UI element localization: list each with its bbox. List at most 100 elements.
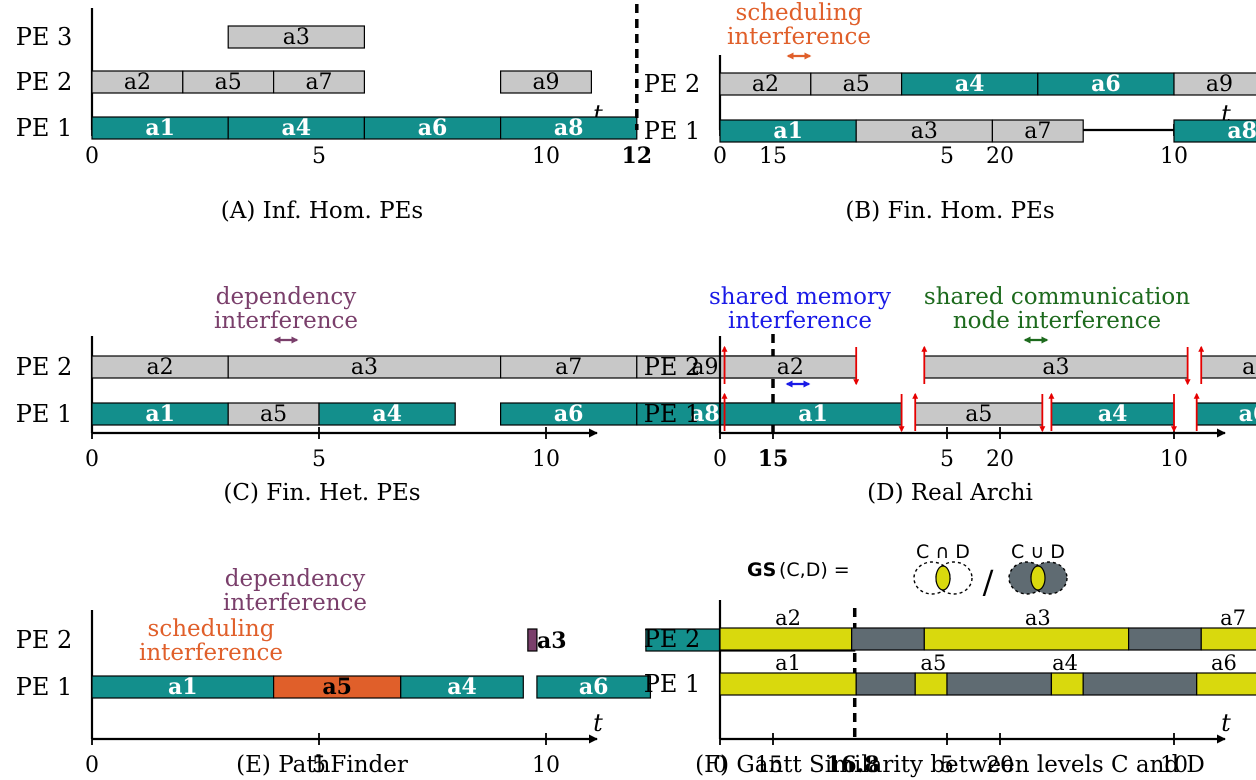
- dependency-annotation-line1: dependency: [225, 566, 366, 592]
- task-label: a5: [965, 402, 992, 427]
- task-label: a4: [955, 71, 985, 97]
- task-label: a7: [1220, 606, 1246, 630]
- task-label: a1: [168, 674, 198, 700]
- pe-label: PE 1: [644, 400, 701, 428]
- dependency-annotation-line2: interference: [214, 308, 358, 334]
- task-label: a7: [1242, 355, 1256, 380]
- x-tick-label: 10: [1160, 144, 1188, 169]
- x-tick-label: 10: [1160, 753, 1188, 778]
- pe-label: PE 2: [644, 70, 701, 98]
- dependency-annotation-line2: interference: [223, 590, 367, 616]
- x-tick-label: 10: [1160, 447, 1188, 472]
- task-label: a4: [1098, 401, 1128, 427]
- similarity-segment: [946, 672, 1053, 696]
- similarity-segment: [855, 672, 916, 696]
- x-tick-label: 5: [940, 753, 954, 778]
- task-label: a4: [447, 674, 477, 700]
- gs-symbol: GS: [747, 559, 776, 581]
- task-label: a1: [773, 118, 803, 144]
- x-tick-label: 15: [755, 753, 783, 778]
- pe-label: PE 2: [16, 353, 73, 381]
- task-label: a9: [1206, 72, 1233, 97]
- task-label: a2: [147, 355, 174, 380]
- task-bar-a7: a7: [991, 119, 1084, 144]
- task-bar-rect: [273, 70, 366, 94]
- task-label: a5: [322, 674, 352, 700]
- venn-union-lens: [1030, 565, 1046, 591]
- panel-caption: (D) Real Archi: [867, 480, 1033, 506]
- task-bar-a3: a3: [923, 355, 1189, 380]
- task-bar-a3: a3: [527, 628, 567, 654]
- task-bar-a7: a7: [500, 355, 638, 380]
- x-tick-label: 15: [759, 447, 787, 472]
- task-label: a6: [1091, 71, 1121, 97]
- task-bar-rect: [1173, 119, 1256, 143]
- x-tick-label: 20: [986, 144, 1014, 169]
- venn-d-circle: [935, 561, 973, 595]
- task-bar-a2: a2: [723, 355, 857, 380]
- task-label: a3: [351, 355, 378, 380]
- makespan-label: 12: [621, 143, 652, 169]
- similarity-segment: [1050, 672, 1084, 696]
- shared-memory-annotation-line2: interference: [728, 308, 872, 334]
- pe-label: PE 1: [644, 670, 701, 698]
- task-bar-a3: a3: [855, 119, 994, 144]
- task-label: a3: [1042, 355, 1069, 380]
- shared-comm-annotation-line2: node interference: [953, 308, 1161, 334]
- task-bar-a4: a4: [400, 674, 524, 700]
- task-label: a5: [843, 72, 870, 97]
- makespan-label: 16.8: [826, 752, 880, 778]
- gs-args: (C,D) =: [779, 559, 850, 581]
- pe-label: PE 2: [16, 68, 73, 96]
- venn-intersection: [935, 565, 951, 591]
- panel-f: t 0 5 10 15 20 PE 2 PE 1 (F) Gantt Similarity be…: [644, 541, 1256, 778]
- task-label: a3: [283, 25, 310, 50]
- task-label: a6: [579, 674, 609, 700]
- shared-memory-annotation-line1: shared memory: [709, 284, 891, 310]
- task-bar-rect: [318, 402, 456, 426]
- task-bar-rect: [536, 675, 652, 699]
- task-bar-a9: a9: [500, 70, 593, 95]
- task-bar-a8: a8: [1173, 118, 1256, 144]
- task-label: a2: [752, 72, 779, 97]
- task-bar-a7: a7: [1200, 355, 1256, 380]
- task-bar-a6: a6: [1196, 401, 1256, 427]
- panel-caption: (C) Fin. Het. PEs: [223, 480, 420, 506]
- panel-caption: (E) PathFinder: [236, 752, 408, 778]
- task-label: a2: [777, 355, 804, 380]
- task-bar-a5: a5: [914, 402, 1043, 427]
- x-tick-label: 0: [713, 144, 727, 169]
- task-label: a6: [1239, 401, 1256, 427]
- pe-label: PE 2: [16, 626, 73, 654]
- task-bar-a5: a5: [182, 70, 275, 95]
- task-bar-a5: a5: [273, 674, 402, 700]
- axis-var-label: t: [1221, 709, 1231, 737]
- task-bar-a5: a5: [227, 402, 320, 427]
- task-label: a3: [911, 119, 938, 144]
- x-tick-label: 5: [940, 144, 954, 169]
- x-tick-label: 10: [532, 144, 560, 169]
- task-bar-a4: a4: [318, 401, 456, 427]
- task-bar-rect: [991, 119, 1084, 143]
- task-bar-a1: a1: [91, 401, 229, 427]
- task-bar-a2: a2: [719, 72, 812, 97]
- task-bar-rect: [400, 675, 524, 699]
- task-bar-rect: [1173, 72, 1256, 96]
- task-label: a6: [554, 401, 584, 427]
- panel-caption: (F) Gantt Similarity between levels C an…: [695, 752, 1205, 778]
- task-label: a8: [1227, 118, 1256, 144]
- x-tick-label: 5: [312, 753, 326, 778]
- x-tick-label: 20: [986, 447, 1014, 472]
- x-tick-label: 5: [312, 144, 326, 169]
- task-label: a1: [145, 401, 175, 427]
- similarity-segment: [719, 672, 857, 696]
- task-label: a2: [775, 606, 801, 630]
- task-label: a4: [282, 115, 312, 141]
- task-label: a7: [305, 70, 332, 95]
- similarity-segment: [1082, 672, 1198, 696]
- panel-a: t 0 5 10 15 20 PE 3 PE 2 PE 1 (A) Inf. Hom. PEs a3…: [16, 4, 1014, 224]
- task-bar-a6: a6: [500, 401, 638, 427]
